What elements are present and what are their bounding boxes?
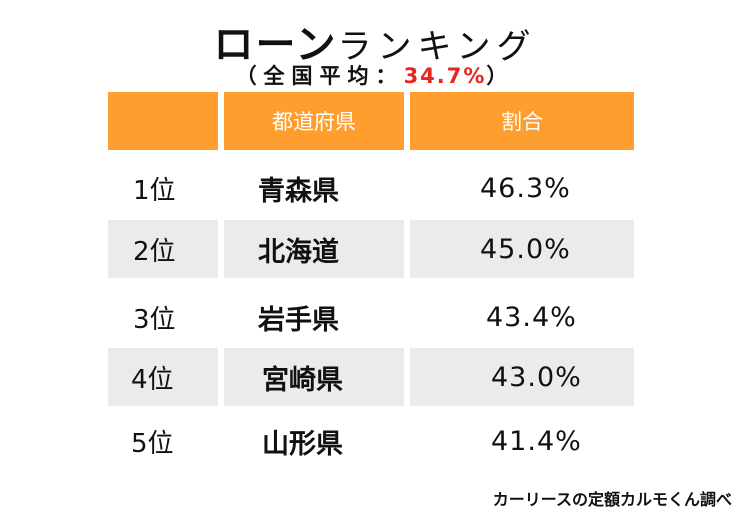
stripe-bg <box>108 220 218 278</box>
stripe-bg <box>108 348 218 406</box>
national-average-value: 34.7% <box>403 64 487 88</box>
percent-cell: 41.4% <box>491 425 582 457</box>
stripe-bg <box>224 220 404 278</box>
page-title: ローンランキング <box>0 12 750 70</box>
prefecture-cell: 北海道 <box>258 236 339 268</box>
prefecture-cell: 山形県 <box>262 428 343 460</box>
percent-cell: 43.0% <box>491 361 582 393</box>
percent-cell: 45.0% <box>480 233 571 265</box>
prefecture-cell: 岩手県 <box>258 304 339 336</box>
rank-cell: 5位 <box>131 428 174 459</box>
stripe-bg <box>410 348 634 406</box>
stripe-bg <box>224 348 404 406</box>
rank-cell: 3位 <box>133 304 176 335</box>
rank-cell: 1位 <box>133 175 176 206</box>
title-bold: ローン <box>213 22 338 68</box>
subtitle: （全国平均：34.7%） <box>0 60 750 90</box>
title-light: ランキング <box>337 27 537 67</box>
rank-cell: 4位 <box>131 364 174 395</box>
subtitle-prefix: （全国平均： <box>235 64 404 88</box>
header-percent: 割合 <box>410 92 634 150</box>
header-prefecture: 都道府県 <box>224 92 404 150</box>
source-note: カーリースの定額カルモくん調べ <box>492 490 732 509</box>
stripe-bg <box>410 220 634 278</box>
percent-cell: 46.3% <box>480 172 571 204</box>
prefecture-cell: 宮崎県 <box>262 364 343 396</box>
percent-cell: 43.4% <box>486 301 577 333</box>
rank-cell: 2位 <box>133 236 176 267</box>
header-rank <box>108 92 218 150</box>
subtitle-suffix: ） <box>486 64 515 88</box>
prefecture-cell: 青森県 <box>258 175 339 207</box>
